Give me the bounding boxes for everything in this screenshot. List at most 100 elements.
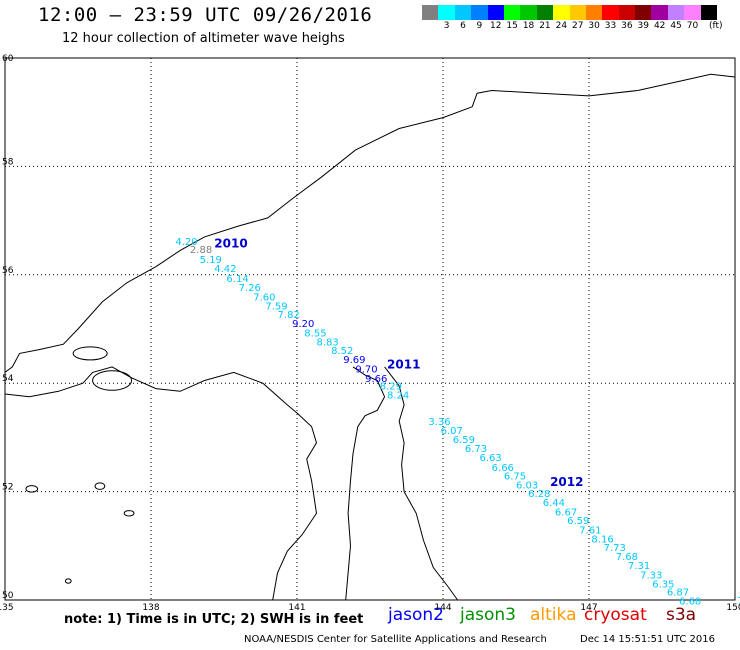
longitude-tick-label: 147 <box>580 603 597 613</box>
island-outline <box>92 370 133 391</box>
credit-text: NOAA/NESDIS Center for Satellite Applica… <box>244 634 547 645</box>
wave-height-value: 8.83 <box>316 337 338 348</box>
wave-height-value: 6.68 <box>679 596 701 607</box>
legend-cell: 33 <box>602 5 619 31</box>
wave-height-value: 6.59 <box>567 516 589 527</box>
track-number-label: 2011 <box>387 358 420 372</box>
legend-cell <box>422 5 439 31</box>
legend-label: 6 <box>460 21 466 31</box>
legend-swatch <box>536 5 554 20</box>
legend-cell: 3 <box>438 5 455 31</box>
satellite-jason3: jason3 <box>460 605 516 625</box>
island-outline <box>72 346 108 361</box>
color-scale-legend: 3 6 9 12 15 18 21 24 27 30 33 36 39 42 45 70 <box>422 5 718 31</box>
wave-height-value: 6.28 <box>528 489 550 500</box>
latitude-tick-label: 52 <box>2 483 13 493</box>
latitude-tick-label: 54 <box>2 374 14 384</box>
legend-label: 33 <box>604 21 617 31</box>
wave-height-value: 6.03 <box>516 480 538 491</box>
wave-height-value: 6.73 <box>465 444 487 455</box>
legend-swatch <box>422 5 439 20</box>
legend-cell: 18 <box>520 5 537 31</box>
legend-label: 36 <box>621 21 633 31</box>
legend-cell: 42 <box>651 5 668 31</box>
satellite-cryosat: cryosat <box>584 605 647 625</box>
latitude-tick-label: 50 <box>2 591 14 601</box>
latitude-tick-label: 60 <box>2 54 14 64</box>
wave-height-value: 6.63 <box>480 453 502 464</box>
legend-label: 39 <box>637 21 649 31</box>
wave-height-value: 5.19 <box>200 255 222 266</box>
wave-height-value: 9.69 <box>343 355 365 366</box>
track-number-label: 2012 <box>550 475 583 489</box>
wave-height-value: 7.60 <box>253 292 275 303</box>
latitude-tick-label: 58 <box>2 157 14 167</box>
wave-height-value: 9.70 <box>355 364 377 375</box>
wave-height-value: 6.35 <box>652 580 674 591</box>
legend-cell: 39 <box>635 5 652 31</box>
latitude-tick-label: 56 <box>2 266 14 276</box>
wave-height-value: 7.31 <box>628 561 650 572</box>
wave-height-value: 6.67 <box>555 507 577 518</box>
coastline <box>4 366 318 601</box>
longitude-tick-label: 138 <box>142 603 159 613</box>
legend-swatch <box>700 5 718 20</box>
longitude-tick-label: 141 <box>288 603 305 613</box>
wave-height-value: 8.55 <box>304 329 326 340</box>
legend-label: 27 <box>571 21 584 31</box>
legend-swatch <box>438 5 455 20</box>
legend-swatch <box>635 5 652 20</box>
wave-height-value: 9.66 <box>365 374 387 385</box>
coastline <box>384 366 459 601</box>
map-frame <box>4 57 736 601</box>
legend-cell: 70 <box>684 5 701 31</box>
legend-cell: 9 <box>471 5 488 31</box>
wave-height-value: 6.44 <box>543 498 565 509</box>
wave-height-value: 2.88 <box>190 245 212 256</box>
page-subtitle: 12 hour collection of altimeter wave hei… <box>62 31 345 46</box>
coastline <box>345 366 386 601</box>
wave-height-value: 6.75 <box>504 472 526 483</box>
footer-note: note: 1) Time is in UTC; 2) SWH is in fe… <box>64 612 364 627</box>
legend-label: 9 <box>476 21 483 31</box>
legend-label: 3 <box>443 21 450 31</box>
wave-height-value: 4.42 <box>214 264 236 275</box>
wave-height-value: 7.61 <box>579 525 601 536</box>
legend-unit: (ft) <box>709 21 723 31</box>
legend-label: 42 <box>653 21 666 31</box>
wave-height-value: 7.68 <box>616 552 638 563</box>
legend-cell: 21 <box>536 5 554 31</box>
wave-height-value: 6.87 <box>667 588 689 599</box>
legend-swatch <box>569 5 586 20</box>
legend-label: 45 <box>670 21 682 31</box>
wave-height-value: 6.07 <box>441 426 463 437</box>
wave-height-value: 7.26 <box>239 283 261 294</box>
satellite-altika: altika <box>530 605 577 625</box>
legend-label: 18 <box>522 21 535 31</box>
legend-cell: 15 <box>503 5 521 31</box>
longitude-tick-label: 144 <box>434 603 451 613</box>
wave-height-value: 8.29 <box>380 382 402 393</box>
wave-height-value: 6.59 <box>453 435 475 446</box>
longitude-tick-label: 135 <box>0 603 14 613</box>
legend-cell: 36 <box>618 5 636 31</box>
legend-cell: 27 <box>569 5 586 31</box>
legend-swatch <box>471 5 488 20</box>
legend-cell: 24 <box>553 5 570 31</box>
legend-swatch <box>602 5 619 20</box>
legend-swatch <box>585 5 603 20</box>
wave-height-value: 8.52 <box>331 346 353 357</box>
wave-height-value: 6.14 <box>226 274 248 285</box>
legend-label: 12 <box>490 21 502 31</box>
wave-height-value: 7.82 <box>278 310 300 321</box>
legend-swatch <box>503 5 521 20</box>
track-number-label: 2010 <box>214 237 247 251</box>
legend-cell: 30 <box>585 5 603 31</box>
island-outline <box>25 485 39 493</box>
wave-height-value: 8.24 <box>387 390 409 401</box>
legend-label: 70 <box>686 21 699 31</box>
wave-height-value: 7 <box>737 596 740 607</box>
coastline <box>4 106 473 373</box>
legend-swatch <box>667 5 685 20</box>
